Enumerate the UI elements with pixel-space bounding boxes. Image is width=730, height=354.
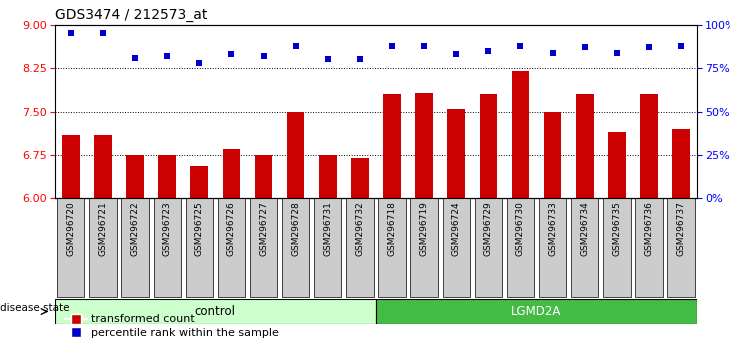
Bar — [480, 94, 497, 198]
Text: GSM296727: GSM296727 — [259, 201, 268, 256]
FancyBboxPatch shape — [474, 198, 502, 297]
Bar — [415, 93, 433, 198]
Bar — [672, 129, 690, 198]
Text: GSM296732: GSM296732 — [356, 201, 364, 256]
Bar — [351, 158, 369, 198]
Point — [611, 50, 623, 55]
Bar — [447, 109, 465, 198]
Text: GSM296729: GSM296729 — [484, 201, 493, 256]
FancyBboxPatch shape — [314, 198, 342, 297]
FancyBboxPatch shape — [635, 198, 663, 297]
Bar — [640, 94, 658, 198]
Text: GSM296720: GSM296720 — [66, 201, 75, 256]
Point — [258, 53, 269, 59]
FancyBboxPatch shape — [539, 198, 566, 297]
Text: GSM296735: GSM296735 — [612, 201, 621, 256]
FancyBboxPatch shape — [282, 198, 310, 297]
Bar — [255, 155, 272, 198]
Text: GSM296718: GSM296718 — [388, 201, 396, 256]
Point — [547, 50, 558, 55]
Text: GSM296726: GSM296726 — [227, 201, 236, 256]
Text: GDS3474 / 212573_at: GDS3474 / 212573_at — [55, 8, 207, 22]
Bar — [608, 132, 626, 198]
Text: GSM296730: GSM296730 — [516, 201, 525, 256]
FancyBboxPatch shape — [571, 198, 599, 297]
Point — [643, 45, 655, 50]
FancyBboxPatch shape — [667, 198, 695, 297]
Bar — [158, 155, 176, 198]
Point — [322, 57, 334, 62]
Text: GSM296722: GSM296722 — [131, 201, 139, 256]
Bar — [62, 135, 80, 198]
FancyBboxPatch shape — [378, 198, 406, 297]
Point — [418, 43, 430, 48]
Point — [161, 53, 173, 59]
Point — [226, 51, 237, 57]
Text: GSM296725: GSM296725 — [195, 201, 204, 256]
Point — [579, 45, 591, 50]
Bar — [544, 112, 561, 198]
Text: control: control — [195, 305, 236, 318]
FancyBboxPatch shape — [89, 198, 117, 297]
Bar — [383, 94, 401, 198]
FancyBboxPatch shape — [55, 299, 376, 324]
FancyBboxPatch shape — [121, 198, 149, 297]
Point — [386, 43, 398, 48]
FancyBboxPatch shape — [376, 299, 697, 324]
Bar — [576, 94, 593, 198]
Bar — [94, 135, 112, 198]
FancyBboxPatch shape — [346, 198, 374, 297]
Point — [354, 57, 366, 62]
Point — [483, 48, 494, 53]
Point — [129, 55, 141, 61]
FancyBboxPatch shape — [185, 198, 213, 297]
Point — [193, 60, 205, 66]
FancyBboxPatch shape — [250, 198, 277, 297]
Text: GSM296737: GSM296737 — [677, 201, 685, 256]
Bar — [191, 166, 208, 198]
Text: GSM296719: GSM296719 — [420, 201, 429, 256]
Text: GSM296734: GSM296734 — [580, 201, 589, 256]
FancyBboxPatch shape — [410, 198, 438, 297]
Point — [290, 43, 301, 48]
Point — [65, 30, 77, 36]
Point — [515, 43, 526, 48]
Point — [97, 30, 109, 36]
Bar — [126, 155, 144, 198]
Text: disease state: disease state — [0, 303, 69, 313]
Text: GSM296731: GSM296731 — [323, 201, 332, 256]
Bar — [287, 112, 304, 198]
Bar — [223, 149, 240, 198]
FancyBboxPatch shape — [57, 198, 85, 297]
Text: GSM296728: GSM296728 — [291, 201, 300, 256]
FancyBboxPatch shape — [603, 198, 631, 297]
Point — [675, 43, 687, 48]
Text: GSM296723: GSM296723 — [163, 201, 172, 256]
FancyBboxPatch shape — [507, 198, 534, 297]
Text: LGMD2A: LGMD2A — [511, 305, 562, 318]
Text: GSM296736: GSM296736 — [645, 201, 653, 256]
Legend: transformed count, percentile rank within the sample: transformed count, percentile rank withi… — [61, 310, 284, 342]
FancyBboxPatch shape — [153, 198, 181, 297]
Text: GSM296724: GSM296724 — [452, 201, 461, 256]
Text: GSM296733: GSM296733 — [548, 201, 557, 256]
Bar — [512, 71, 529, 198]
FancyBboxPatch shape — [442, 198, 470, 297]
Point — [450, 51, 462, 57]
Text: GSM296721: GSM296721 — [99, 201, 107, 256]
Bar — [319, 155, 337, 198]
FancyBboxPatch shape — [218, 198, 245, 297]
